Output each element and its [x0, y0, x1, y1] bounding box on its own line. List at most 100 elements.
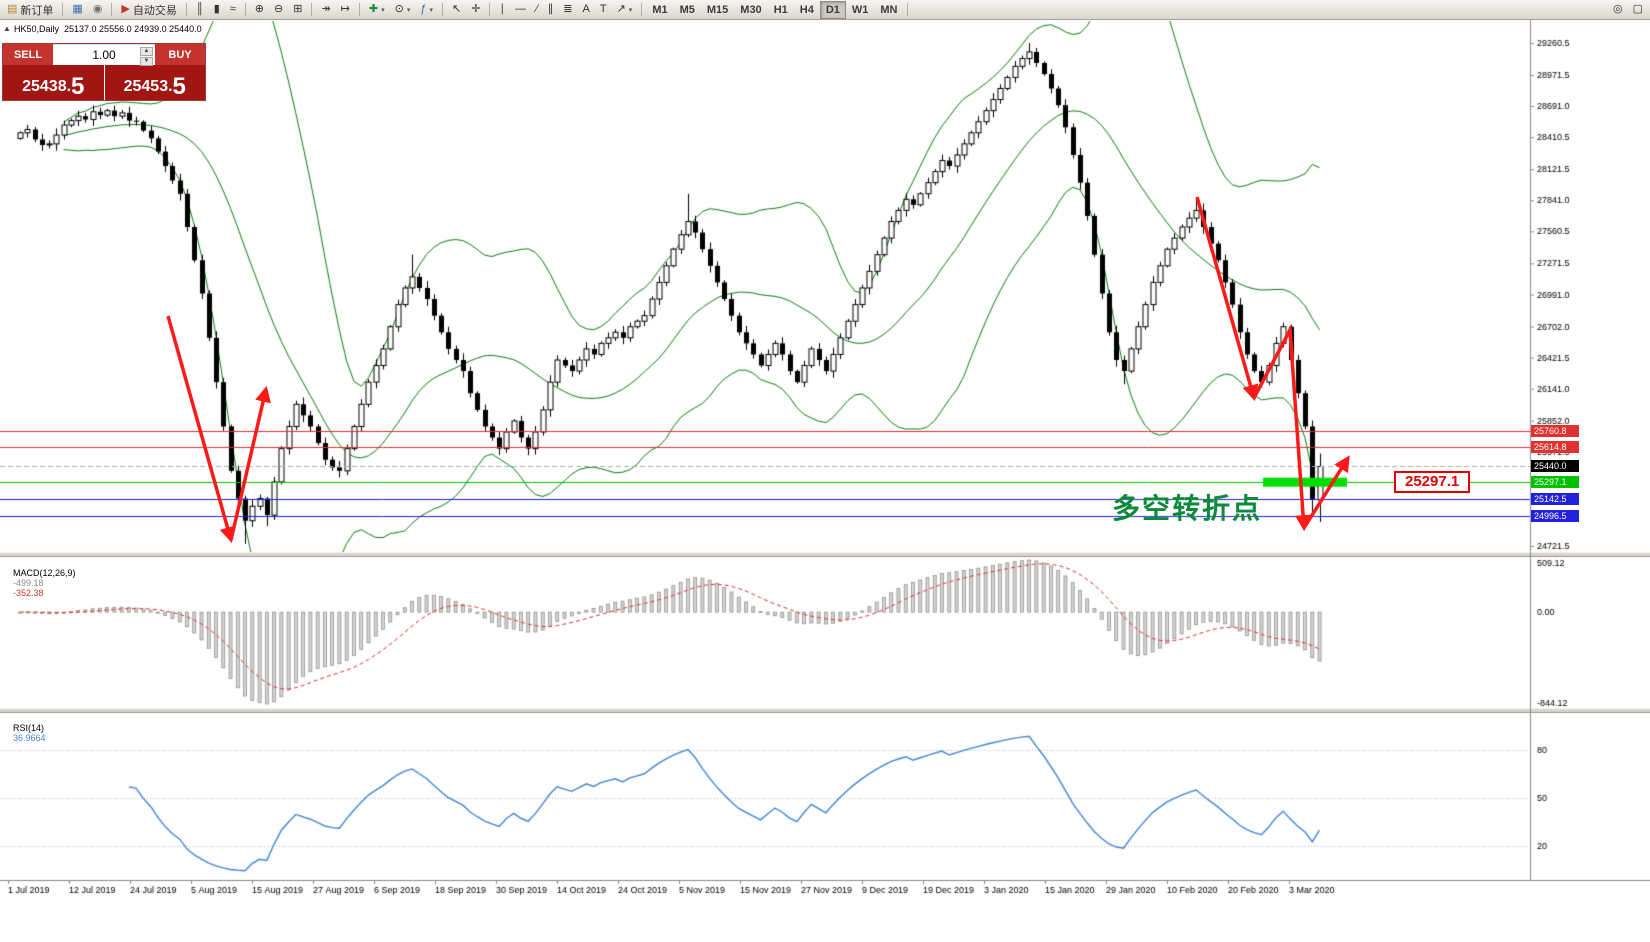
macd-label: MACD(12,26,9) — [13, 568, 76, 578]
horizontal-line-icon: ― — [514, 3, 526, 15]
volume-down-icon[interactable]: ▼ — [140, 57, 153, 66]
tile-windows-icon: ⊞ — [293, 3, 303, 15]
chart-shift-button[interactable]: ↦ — [336, 1, 355, 19]
price-tag-25614.8: 25614.8 — [1531, 441, 1579, 453]
new-chart-button[interactable]: ✚ ▾ — [364, 1, 390, 19]
sell-price[interactable]: 25438. 5 — [3, 65, 104, 100]
rsi-header: RSI(14) 36.9664 — [3, 713, 46, 753]
dropdown-caret-icon[interactable]: ▾ — [381, 6, 385, 14]
arrows-tool-button[interactable]: ↗ ▾ — [612, 1, 638, 19]
line-chart-icon: ≈ — [229, 3, 236, 15]
timeframe-m15-label: M15 — [706, 3, 729, 16]
toolbar-separator — [111, 3, 113, 16]
candlestick-icon: ▮ — [213, 3, 220, 15]
period-button[interactable]: ⊙ ▾ — [390, 1, 416, 19]
line-chart-button[interactable]: ≈ — [225, 1, 241, 19]
channel-button[interactable]: ∥ — [543, 1, 559, 19]
zoom-in-button[interactable]: ⊕ — [250, 1, 269, 19]
text-icon: A — [582, 3, 590, 15]
timeframe-d1[interactable]: D1 — [819, 0, 846, 19]
layout-icon: ▢ — [1632, 3, 1643, 15]
dropdown-caret-icon[interactable]: ▾ — [628, 6, 633, 14]
toolbar-separator — [185, 3, 187, 16]
label-icon: T — [599, 3, 607, 15]
timeframe-m1[interactable]: M1 — [646, 1, 673, 19]
timeframe-m1-label: M1 — [652, 3, 668, 16]
timeframe-h1-label: H1 — [773, 3, 788, 16]
toolbar-separator — [442, 3, 443, 16]
toolbar-separator — [311, 3, 313, 16]
autotrading-button-label: 自动交易 — [132, 4, 177, 17]
new-order-icon: ▤ — [7, 3, 18, 15]
bar-chart-icon: ║ — [195, 3, 204, 15]
timeframe-w1[interactable]: W1 — [846, 1, 875, 19]
profile-button[interactable]: ◉ — [88, 1, 108, 19]
layout-button[interactable]: ▢ — [1628, 1, 1648, 19]
price-tag-25297.1: 25297.1 — [1531, 476, 1579, 489]
timeframe-m30[interactable]: M30 — [734, 1, 767, 19]
crosshair-button[interactable]: ✛ — [466, 1, 485, 19]
macd-main-value: -499.18 — [13, 578, 44, 588]
tile-windows-button[interactable]: ⊞ — [288, 1, 307, 19]
indicators-button[interactable]: ƒ ▾ — [415, 1, 438, 19]
trendline-button[interactable]: ∕ — [531, 1, 543, 19]
candlestick-button[interactable]: ▮ — [209, 1, 225, 19]
bar-chart-button[interactable]: ║ — [191, 1, 209, 19]
price-tag-25760.8: 25760.8 — [1531, 424, 1579, 437]
buy-button[interactable]: BUY — [155, 44, 205, 65]
new-order-button[interactable]: ▤ 新订单 — [2, 1, 58, 19]
dropdown-caret-icon[interactable]: ▾ — [429, 6, 433, 14]
volume-value[interactable]: 1.00 — [92, 48, 116, 62]
widget-collapse-icon[interactable]: ▲ — [3, 24, 11, 33]
zoom-out-icon: ⊖ — [274, 3, 284, 15]
timeframe-mn[interactable]: MN — [874, 1, 903, 19]
fibonacci-button[interactable]: ≣ — [558, 1, 577, 19]
period-icon: ⊙ — [394, 3, 404, 15]
toolbar-separator — [358, 3, 360, 16]
autotrading-icon: ▶ — [121, 3, 130, 15]
zoom-in-icon: ⊕ — [254, 3, 265, 15]
chart-window-button[interactable]: ▦ — [67, 1, 87, 19]
toolbar-separator — [244, 3, 246, 16]
timeframe-mn-label: MN — [880, 3, 898, 16]
toolbar-separator — [62, 3, 64, 16]
main-toolbar: ▤ 新订单 ▦ ◉ ▶ 自动交易 ║ ▮ ≈ ⊕ ⊖ ⊞ ↠ ↦ ✚ ▾ ⊙ ▾ ƒ ▾ ↖ ✛ ∣ ― ∕ ∥ ≣ A T ↗ ▾ M1 M5… — [0, 0, 1650, 20]
autotrading-button[interactable]: ▶ 自动交易 — [116, 1, 181, 19]
timeframe-h4[interactable]: H4 — [794, 1, 820, 19]
timeframe-d1-label: D1 — [825, 3, 840, 16]
volume-stepper: ▲ ▼ — [140, 47, 153, 66]
new-chart-icon: ✚ — [368, 3, 379, 15]
timeframe-m5[interactable]: M5 — [674, 1, 701, 19]
timeframe-h1[interactable]: H1 — [768, 1, 794, 19]
search-button[interactable]: ◎ — [1608, 1, 1628, 19]
sell-button[interactable]: SELL — [3, 44, 53, 65]
volume-up-icon[interactable]: ▲ — [140, 47, 153, 56]
annotation-text[interactable]: 多空转折点 — [1112, 494, 1263, 525]
horizontal-line-button[interactable]: ― — [510, 1, 531, 19]
zoom-out-button[interactable]: ⊖ — [269, 1, 288, 19]
macd-signal-value: -352.38 — [13, 588, 44, 598]
buy-price[interactable]: 25453. 5 — [104, 65, 205, 100]
price-tag-25440.0: 25440.0 — [1531, 460, 1579, 473]
dropdown-caret-icon[interactable]: ▾ — [406, 6, 411, 14]
rsi-value: 36.9664 — [13, 733, 46, 743]
vertical-line-button[interactable]: ∣ — [494, 1, 510, 19]
rsi-label: RSI(14) — [13, 723, 45, 733]
cursor-button[interactable]: ↖ — [447, 1, 466, 19]
label-button[interactable]: T — [595, 1, 612, 19]
vertical-line-icon: ∣ — [499, 3, 505, 15]
auto-scroll-icon: ↠ — [321, 3, 331, 15]
chart-window-icon: ▦ — [72, 3, 83, 15]
indicators-icon: ƒ — [420, 3, 427, 15]
timeframe-w1-label: W1 — [851, 3, 869, 16]
text-button[interactable]: A — [578, 1, 595, 19]
one-click-trading-widget: SELL 1.00 ▲ ▼ BUY 25438. 5 25453. 5 — [2, 43, 206, 101]
volume-field[interactable]: 1.00 ▲ ▼ — [53, 44, 155, 66]
toolbar-separator — [907, 3, 909, 16]
price-tag-24996.5: 24996.5 — [1531, 509, 1579, 522]
timeframe-m15[interactable]: M15 — [701, 1, 734, 19]
auto-scroll-button[interactable]: ↠ — [316, 1, 335, 19]
price-callout[interactable]: 25297.1 — [1394, 471, 1471, 493]
